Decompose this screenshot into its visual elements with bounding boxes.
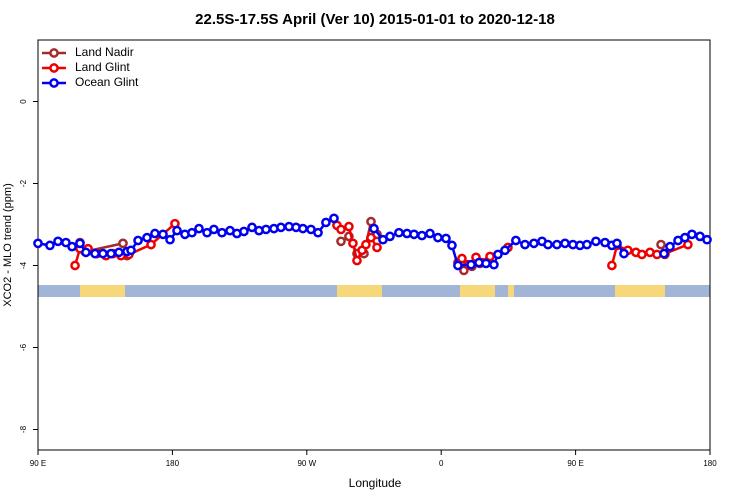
point (45, 240, 55, 251)
legend-label: Land Glint (75, 60, 130, 74)
x-tick-label: 0 (439, 459, 444, 468)
point (33, 238, 43, 249)
point (582, 239, 592, 250)
point (366, 232, 376, 243)
point (118, 238, 128, 249)
point (90, 248, 100, 259)
point (385, 231, 395, 242)
point (172, 225, 182, 236)
point (520, 239, 530, 250)
point (493, 249, 503, 260)
x-tick-label: 180 (703, 459, 717, 468)
point (67, 241, 77, 252)
point (150, 228, 160, 239)
point (607, 260, 617, 271)
y-axis-label: XCO2 - MLO trend (ppm) (2, 183, 14, 306)
point (81, 247, 91, 258)
point (114, 247, 124, 258)
point (511, 235, 521, 246)
point (560, 238, 570, 249)
series (33, 213, 712, 271)
point (417, 230, 427, 241)
legend-marker (49, 78, 59, 88)
y-tick-label: -8 (19, 425, 28, 433)
legend-label: Ocean Glint (75, 75, 139, 89)
point (637, 249, 647, 260)
point (500, 245, 510, 256)
point (394, 227, 404, 238)
point (239, 226, 249, 237)
point (142, 232, 152, 243)
point (665, 241, 675, 252)
point (447, 240, 457, 251)
point (457, 253, 467, 264)
point (209, 224, 219, 235)
point (329, 213, 339, 224)
point (98, 248, 108, 259)
x-tick-label: 90 E (30, 459, 46, 468)
y-tick-label: -4 (19, 261, 28, 269)
point (453, 260, 463, 271)
point (158, 229, 168, 240)
x-tick-label: 90 E (567, 459, 583, 468)
point (126, 245, 136, 256)
legend-marker (49, 63, 59, 73)
x-axis-label: Longitude (349, 476, 402, 490)
point (466, 259, 476, 270)
point (409, 229, 419, 240)
point (348, 238, 358, 249)
point (659, 248, 669, 259)
point (106, 248, 116, 259)
point (276, 222, 286, 233)
point (425, 228, 435, 239)
point (165, 234, 175, 245)
point (336, 224, 346, 235)
legend-marker (49, 48, 59, 58)
point (552, 239, 562, 250)
y-tick-label: 0 (19, 99, 28, 104)
point (489, 259, 499, 270)
point (612, 238, 622, 249)
point (194, 223, 204, 234)
point (352, 255, 362, 266)
point (53, 236, 63, 247)
point (481, 258, 491, 269)
x-tick-label: 90 W (297, 459, 316, 468)
point (656, 239, 666, 250)
point (441, 233, 451, 244)
point (261, 224, 271, 235)
point (543, 239, 553, 250)
y-tick-label: -6 (19, 343, 28, 351)
point (321, 217, 331, 228)
point (187, 227, 197, 238)
point (217, 227, 227, 238)
point (687, 229, 697, 240)
point (75, 238, 85, 249)
point (344, 221, 354, 232)
chart-title: 22.5S-17.5S April (Ver 10) 2015-01-01 to… (195, 11, 555, 28)
point (619, 248, 629, 259)
point (133, 235, 143, 246)
y-tick-label: -2 (19, 179, 28, 187)
surface-strip (38, 285, 710, 297)
point (361, 239, 371, 250)
legend-label: Land Nadir (75, 45, 134, 59)
point (372, 242, 382, 253)
x-tick-label: 180 (166, 459, 180, 468)
point (313, 227, 323, 238)
point (146, 239, 156, 250)
point (702, 234, 712, 245)
point (529, 238, 539, 249)
point (369, 223, 379, 234)
point (298, 223, 308, 234)
point (336, 236, 346, 247)
point (433, 232, 443, 243)
point (70, 260, 80, 271)
point (591, 236, 601, 247)
